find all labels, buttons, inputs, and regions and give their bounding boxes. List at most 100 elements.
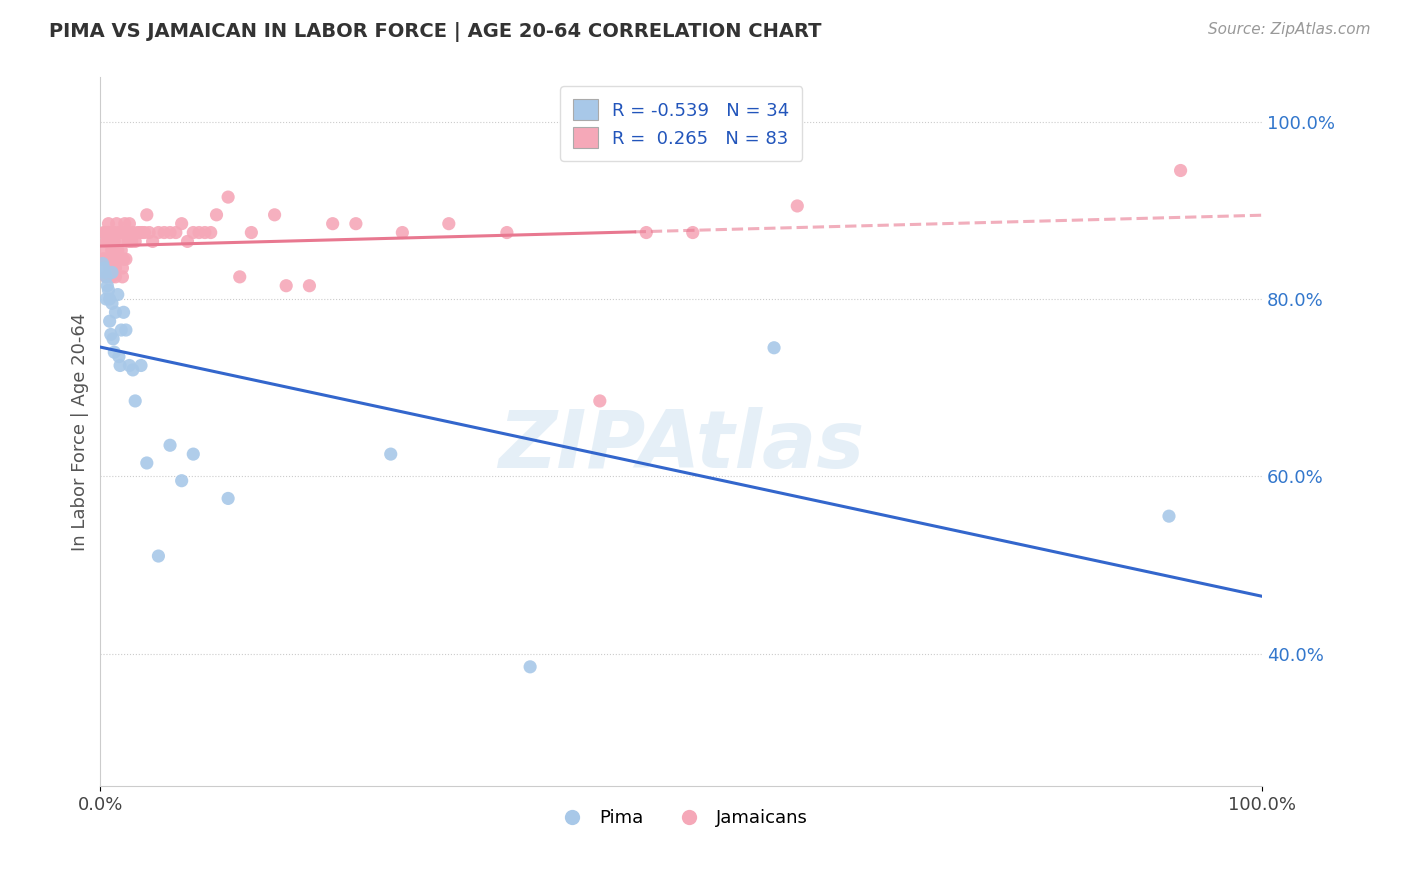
Point: [142, 235, 165, 249]
Point: [101, 332, 124, 346]
Point: [91, 256, 114, 270]
Point: [98, 260, 121, 275]
Point: [96, 235, 118, 249]
Point: [229, 269, 252, 284]
Point: [122, 363, 145, 377]
Point: [101, 252, 124, 267]
Point: [121, 235, 143, 249]
Point: [108, 359, 131, 373]
Point: [108, 235, 131, 249]
Point: [181, 226, 204, 240]
Point: [519, 660, 541, 674]
Point: [135, 208, 157, 222]
Point: [636, 226, 658, 240]
Point: [91, 244, 114, 258]
Point: [134, 226, 156, 240]
Text: ZIPAtlas: ZIPAtlas: [498, 407, 865, 485]
Point: [188, 226, 211, 240]
Y-axis label: In Labor Force | Age 20-64: In Labor Force | Age 20-64: [72, 313, 89, 551]
Point: [101, 252, 124, 267]
Point: [682, 226, 704, 240]
Point: [129, 359, 152, 373]
Point: [496, 226, 519, 240]
Point: [114, 217, 136, 231]
Point: [1157, 509, 1180, 524]
Point: [200, 226, 222, 240]
Point: [101, 244, 124, 258]
Point: [93, 252, 115, 267]
Point: [110, 323, 132, 337]
Point: [105, 217, 128, 231]
Point: [344, 217, 367, 231]
Point: [103, 226, 125, 240]
Point: [110, 244, 132, 258]
Point: [96, 269, 118, 284]
Point: [101, 269, 124, 284]
Point: [1170, 163, 1192, 178]
Point: [104, 269, 127, 284]
Point: [98, 314, 121, 328]
Point: [298, 278, 321, 293]
Point: [108, 226, 131, 240]
Point: [112, 252, 135, 267]
Point: [124, 393, 146, 408]
Point: [115, 323, 138, 337]
Point: [103, 345, 125, 359]
Point: [108, 252, 131, 267]
Point: [148, 226, 170, 240]
Point: [159, 438, 181, 452]
Point: [96, 292, 118, 306]
Point: [165, 226, 187, 240]
Point: [122, 226, 145, 240]
Point: [115, 226, 138, 240]
Point: [93, 260, 115, 275]
Point: [217, 190, 239, 204]
Point: [263, 208, 285, 222]
Point: [276, 278, 298, 293]
Text: Source: ZipAtlas.com: Source: ZipAtlas.com: [1208, 22, 1371, 37]
Point: [108, 252, 131, 267]
Point: [391, 226, 413, 240]
Point: [118, 359, 141, 373]
Point: [117, 235, 139, 249]
Point: [111, 269, 134, 284]
Point: [111, 260, 134, 275]
Point: [101, 244, 124, 258]
Point: [94, 226, 117, 240]
Point: [96, 226, 118, 240]
Point: [107, 287, 129, 301]
Point: [763, 341, 786, 355]
Point: [138, 226, 160, 240]
Point: [94, 252, 117, 267]
Point: [107, 244, 129, 258]
Point: [170, 474, 193, 488]
Point: [103, 235, 125, 249]
Point: [181, 447, 204, 461]
Point: [322, 217, 344, 231]
Point: [194, 226, 217, 240]
Point: [97, 217, 120, 231]
Point: [107, 252, 129, 267]
Point: [100, 269, 122, 284]
Point: [112, 226, 135, 240]
Point: [148, 549, 170, 563]
Point: [159, 226, 181, 240]
Point: [108, 350, 131, 364]
Point: [93, 226, 115, 240]
Point: [104, 305, 127, 319]
Point: [98, 292, 121, 306]
Point: [112, 305, 135, 319]
Point: [97, 230, 120, 244]
Point: [170, 217, 193, 231]
Text: PIMA VS JAMAICAN IN LABOR FORCE | AGE 20-64 CORRELATION CHART: PIMA VS JAMAICAN IN LABOR FORCE | AGE 20…: [49, 22, 821, 42]
Point: [98, 235, 121, 249]
Point: [176, 235, 198, 249]
Point: [91, 252, 114, 267]
Legend: Pima, Jamaicans: Pima, Jamaicans: [547, 802, 815, 834]
Point: [96, 269, 118, 284]
Point: [135, 456, 157, 470]
Point: [101, 296, 124, 310]
Point: [97, 283, 120, 297]
Point: [96, 235, 118, 249]
Point: [110, 226, 132, 240]
